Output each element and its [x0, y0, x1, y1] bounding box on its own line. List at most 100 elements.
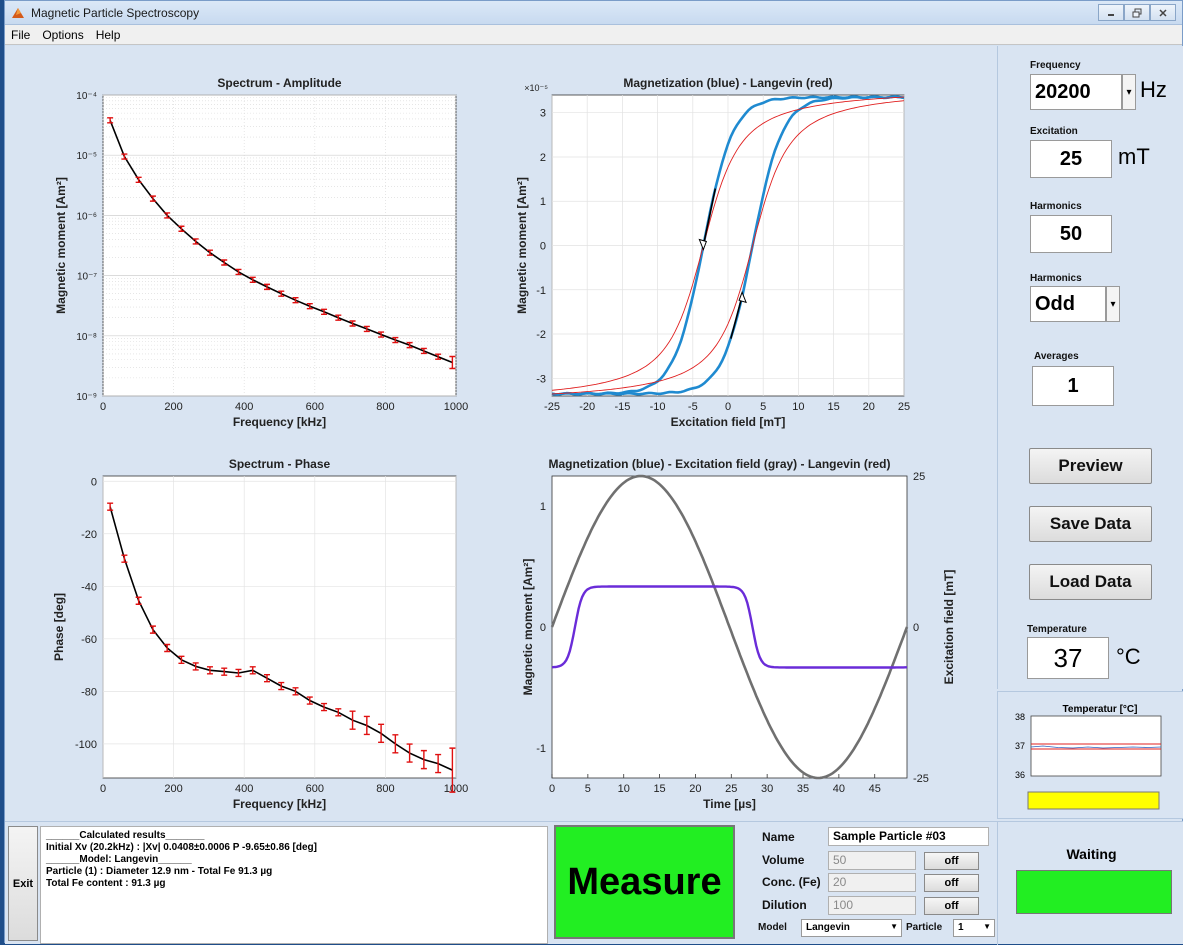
phase-data-point	[449, 747, 456, 793]
amplitude-data-point	[321, 308, 328, 316]
amplitude-data-point	[435, 353, 442, 360]
phase-data-point	[306, 696, 313, 705]
menu-file[interactable]: File	[11, 27, 31, 42]
volume-input[interactable]: 50	[828, 851, 916, 870]
matlab-app-icon	[12, 7, 24, 18]
phase-data-point	[349, 710, 356, 730]
hysteresis-y-tick: 1	[540, 196, 546, 208]
conc-off-button[interactable]: off	[924, 874, 979, 892]
hysteresis-langevin-branch	[551, 96, 905, 391]
amplitude-data-point	[392, 336, 399, 344]
results-line: Particle (1) : Diameter 12.9 nm - Total …	[46, 866, 273, 877]
time-title: Magnetization (blue) - Excitation field …	[548, 457, 890, 471]
name-label: Name	[762, 830, 795, 844]
amplitude-xlabel: Frequency [kHz]	[233, 415, 326, 429]
phase-data-point	[221, 667, 228, 676]
particle-label: Particle	[906, 922, 943, 933]
amplitude-x-tick: 400	[235, 401, 253, 413]
time-y-tick: -1	[536, 743, 546, 755]
volume-off-button[interactable]: off	[924, 852, 979, 870]
amplitude-y-tick: 10⁻⁶	[76, 211, 97, 222]
amplitude-data-point	[149, 195, 156, 202]
dilution-input[interactable]: 100	[828, 896, 916, 915]
phase-y-tick: -100	[75, 739, 97, 751]
hysteresis-y-tick: -3	[536, 373, 546, 385]
phase-data-point	[420, 749, 427, 770]
menu-help[interactable]: Help	[95, 27, 121, 42]
phase-y-tick: -20	[81, 529, 97, 541]
amplitude-data-point	[235, 268, 242, 276]
temp-level-bar	[1027, 791, 1160, 810]
phase-data-point	[135, 596, 142, 605]
excitation-input[interactable]: 25	[1030, 140, 1112, 178]
minimize-button[interactable]	[1098, 4, 1124, 21]
particle-select-value: 1	[958, 922, 964, 933]
harmonics-mode-select[interactable]: Odd	[1030, 286, 1106, 322]
amplitude-data-point	[206, 249, 213, 256]
model-select[interactable]: Langevin ▼	[801, 919, 902, 937]
time-ylabel-right: Excitation field [mT]	[942, 570, 956, 685]
hysteresis-x-tick: -5	[688, 401, 698, 413]
time-x-tick: 5	[585, 783, 591, 795]
frequency-unit: Hz	[1140, 77, 1167, 102]
hysteresis-y-tick: -1	[536, 285, 546, 297]
phase-data-point	[235, 668, 242, 678]
exit-button[interactable]: Exit	[8, 826, 38, 941]
model-label: Model	[758, 922, 787, 933]
chevron-down-icon[interactable]: ▾	[1122, 74, 1136, 110]
close-icon	[1159, 8, 1167, 17]
status-light	[1016, 870, 1172, 914]
time-x-tick: 20	[689, 783, 701, 795]
phase-x-tick: 1000	[444, 783, 468, 795]
temp-chart-axes	[1030, 715, 1162, 777]
amplitude-x-tick: 200	[164, 401, 182, 413]
save-data-button[interactable]: Save Data	[1029, 506, 1152, 542]
averages-input[interactable]: 1	[1032, 366, 1114, 406]
chevron-down-icon[interactable]: ▾	[1106, 286, 1120, 322]
phase-data-point	[435, 753, 442, 774]
temp-tick-37: 37	[1015, 741, 1025, 751]
amplitude-y-tick: 10⁻⁸	[76, 332, 97, 343]
settings-panel: Frequency 20200 ▾ Hz Excitation 25 mT Ha…	[997, 46, 1183, 689]
phase-y-tick: 0	[91, 476, 97, 488]
frequency-select[interactable]: 20200	[1030, 74, 1122, 110]
close-button[interactable]	[1150, 4, 1176, 21]
amplitude-x-tick: 600	[306, 401, 324, 413]
amplitude-y-tick: 10⁻⁷	[77, 272, 97, 283]
amplitude-x-tick: 1000	[444, 401, 468, 413]
frequency-label: Frequency	[1030, 60, 1081, 71]
preview-button[interactable]: Preview	[1029, 448, 1152, 484]
time-x-tick: 45	[869, 783, 881, 795]
name-input[interactable]: Sample Particle #03	[828, 827, 989, 846]
plots-canvas: 0 200 400 600 800 100010⁻⁹10⁻⁸10⁻⁷10⁻⁶10⁻⁵10⁻…	[52, 76, 956, 811]
hysteresis-y-tick: 2	[540, 152, 546, 164]
measure-button[interactable]: Measure	[554, 825, 735, 939]
hysteresis-ylabel: Magnetic moment [Am²]	[515, 177, 529, 314]
restore-button[interactable]	[1124, 4, 1150, 21]
time-y-right-tick: 25	[913, 471, 925, 483]
averages-label: Averages	[1034, 351, 1079, 362]
hysteresis-x-tick: 15	[827, 401, 839, 413]
conc-input[interactable]: 20	[828, 873, 916, 892]
app-window: Magnetic Particle Spectroscopy File Opti…	[4, 0, 1183, 945]
amplitude-y-tick: 10⁻⁹	[76, 392, 97, 403]
load-data-button[interactable]: Load Data	[1029, 564, 1152, 600]
temperature-unit: °C	[1116, 644, 1141, 669]
phase-data-point	[164, 643, 171, 653]
dilution-off-button[interactable]: off	[924, 897, 979, 915]
particle-select[interactable]: 1 ▼	[953, 919, 995, 937]
amplitude-y-tick: 10⁻⁴	[76, 91, 97, 102]
phase-xlabel: Frequency [kHz]	[233, 797, 326, 811]
results-line: Total Fe content : 91.3 µg	[46, 878, 166, 889]
phase-data-point	[178, 655, 185, 665]
phase-data-point	[264, 674, 271, 683]
hysteresis-x-tick: 5	[760, 401, 766, 413]
phase-data-point	[406, 743, 413, 763]
amplitude-axes	[102, 94, 457, 397]
hysteresis-direction-arrow	[702, 188, 717, 246]
results-line: Initial Xv (20.2kHz) : |Xv| 0.0408±0.000…	[46, 842, 317, 853]
time-x-tick: 30	[761, 783, 773, 795]
menu-options[interactable]: Options	[42, 27, 84, 42]
harmonics-input[interactable]: 50	[1030, 215, 1112, 253]
hysteresis-x-tick: -25	[544, 401, 560, 413]
